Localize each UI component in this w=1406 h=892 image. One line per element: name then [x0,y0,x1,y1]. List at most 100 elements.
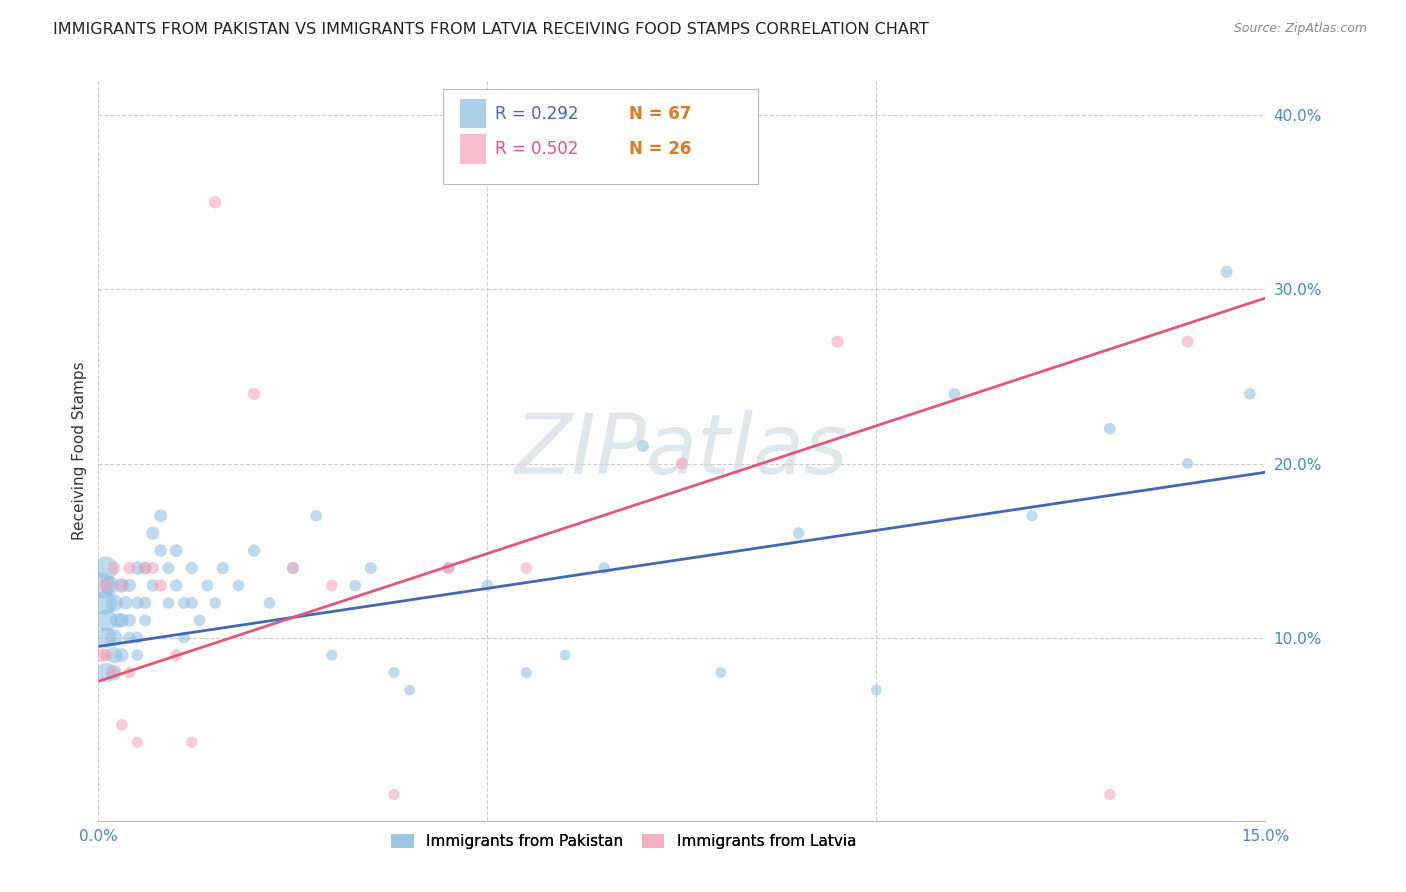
Point [111,578,134,592]
Point [243,387,266,401]
Point [477,578,499,592]
Point [305,508,328,523]
Point [398,683,420,698]
Point [382,665,405,680]
Point [111,718,134,732]
Point [360,561,382,575]
Point [142,578,165,592]
Point [321,648,343,662]
Point [515,665,537,680]
Point [98,578,121,592]
Point [96,631,118,645]
Point [437,561,460,575]
Point [321,578,343,592]
Point [180,596,202,610]
Point [118,578,141,592]
Point [149,578,172,592]
Point [134,561,156,575]
Point [96,561,118,575]
Text: Source: ZipAtlas.com: Source: ZipAtlas.com [1233,22,1367,36]
Point [118,561,141,575]
Point [127,561,149,575]
Text: N = 26: N = 26 [630,140,692,158]
Point [180,735,202,749]
Point [173,596,195,610]
Point [243,543,266,558]
Point [1239,387,1261,401]
Point [212,561,235,575]
Point [96,613,118,627]
Text: ZIPatlas: ZIPatlas [515,410,849,491]
Text: N = 67: N = 67 [630,104,692,122]
Point [787,526,810,541]
Point [93,596,115,610]
Point [127,596,149,610]
Point [96,648,118,662]
Point [142,561,165,575]
Point [188,613,211,627]
Text: IMMIGRANTS FROM PAKISTAN VS IMMIGRANTS FROM LATVIA RECEIVING FOOD STAMPS CORRELA: IMMIGRANTS FROM PAKISTAN VS IMMIGRANTS F… [53,22,929,37]
FancyBboxPatch shape [460,135,486,164]
Point [134,613,156,627]
Point [515,561,537,575]
Point [103,631,125,645]
Text: R = 0.502: R = 0.502 [495,140,578,158]
Legend: Immigrants from Pakistan, Immigrants from Latvia: Immigrants from Pakistan, Immigrants fro… [387,830,860,854]
Point [134,561,156,575]
Point [228,578,250,592]
Point [91,578,114,592]
Point [554,648,576,662]
Point [1021,508,1043,523]
Point [180,561,202,575]
Point [165,543,187,558]
Point [149,508,172,523]
Point [91,648,114,662]
Point [111,613,134,627]
Point [118,631,141,645]
Point [1177,334,1199,349]
Point [943,387,966,401]
Point [114,596,136,610]
Point [593,561,616,575]
FancyBboxPatch shape [460,99,486,128]
Point [127,735,149,749]
Y-axis label: Receiving Food Stamps: Receiving Food Stamps [72,361,87,540]
Point [165,648,187,662]
Point [344,578,367,592]
Point [127,631,149,645]
Point [437,561,460,575]
Point [96,578,118,592]
Text: R = 0.292: R = 0.292 [495,104,579,122]
Point [142,526,165,541]
Point [827,334,849,349]
Point [96,665,118,680]
Point [1098,788,1121,802]
Point [111,648,134,662]
Point [118,613,141,627]
Point [671,457,693,471]
FancyBboxPatch shape [443,89,758,184]
Point [1215,265,1237,279]
Point [281,561,304,575]
Point [149,543,172,558]
Point [134,596,156,610]
Point [157,596,180,610]
Point [111,578,134,592]
Point [103,648,125,662]
Point [204,596,226,610]
Point [195,578,218,592]
Point [281,561,304,575]
Point [382,788,405,802]
Point [107,613,129,627]
Point [204,195,226,210]
Point [1177,457,1199,471]
Point [1098,422,1121,436]
Point [118,665,141,680]
Point [173,631,195,645]
Point [157,561,180,575]
Point [865,683,887,698]
Point [127,648,149,662]
Point [259,596,281,610]
Point [103,665,125,680]
Point [103,561,125,575]
